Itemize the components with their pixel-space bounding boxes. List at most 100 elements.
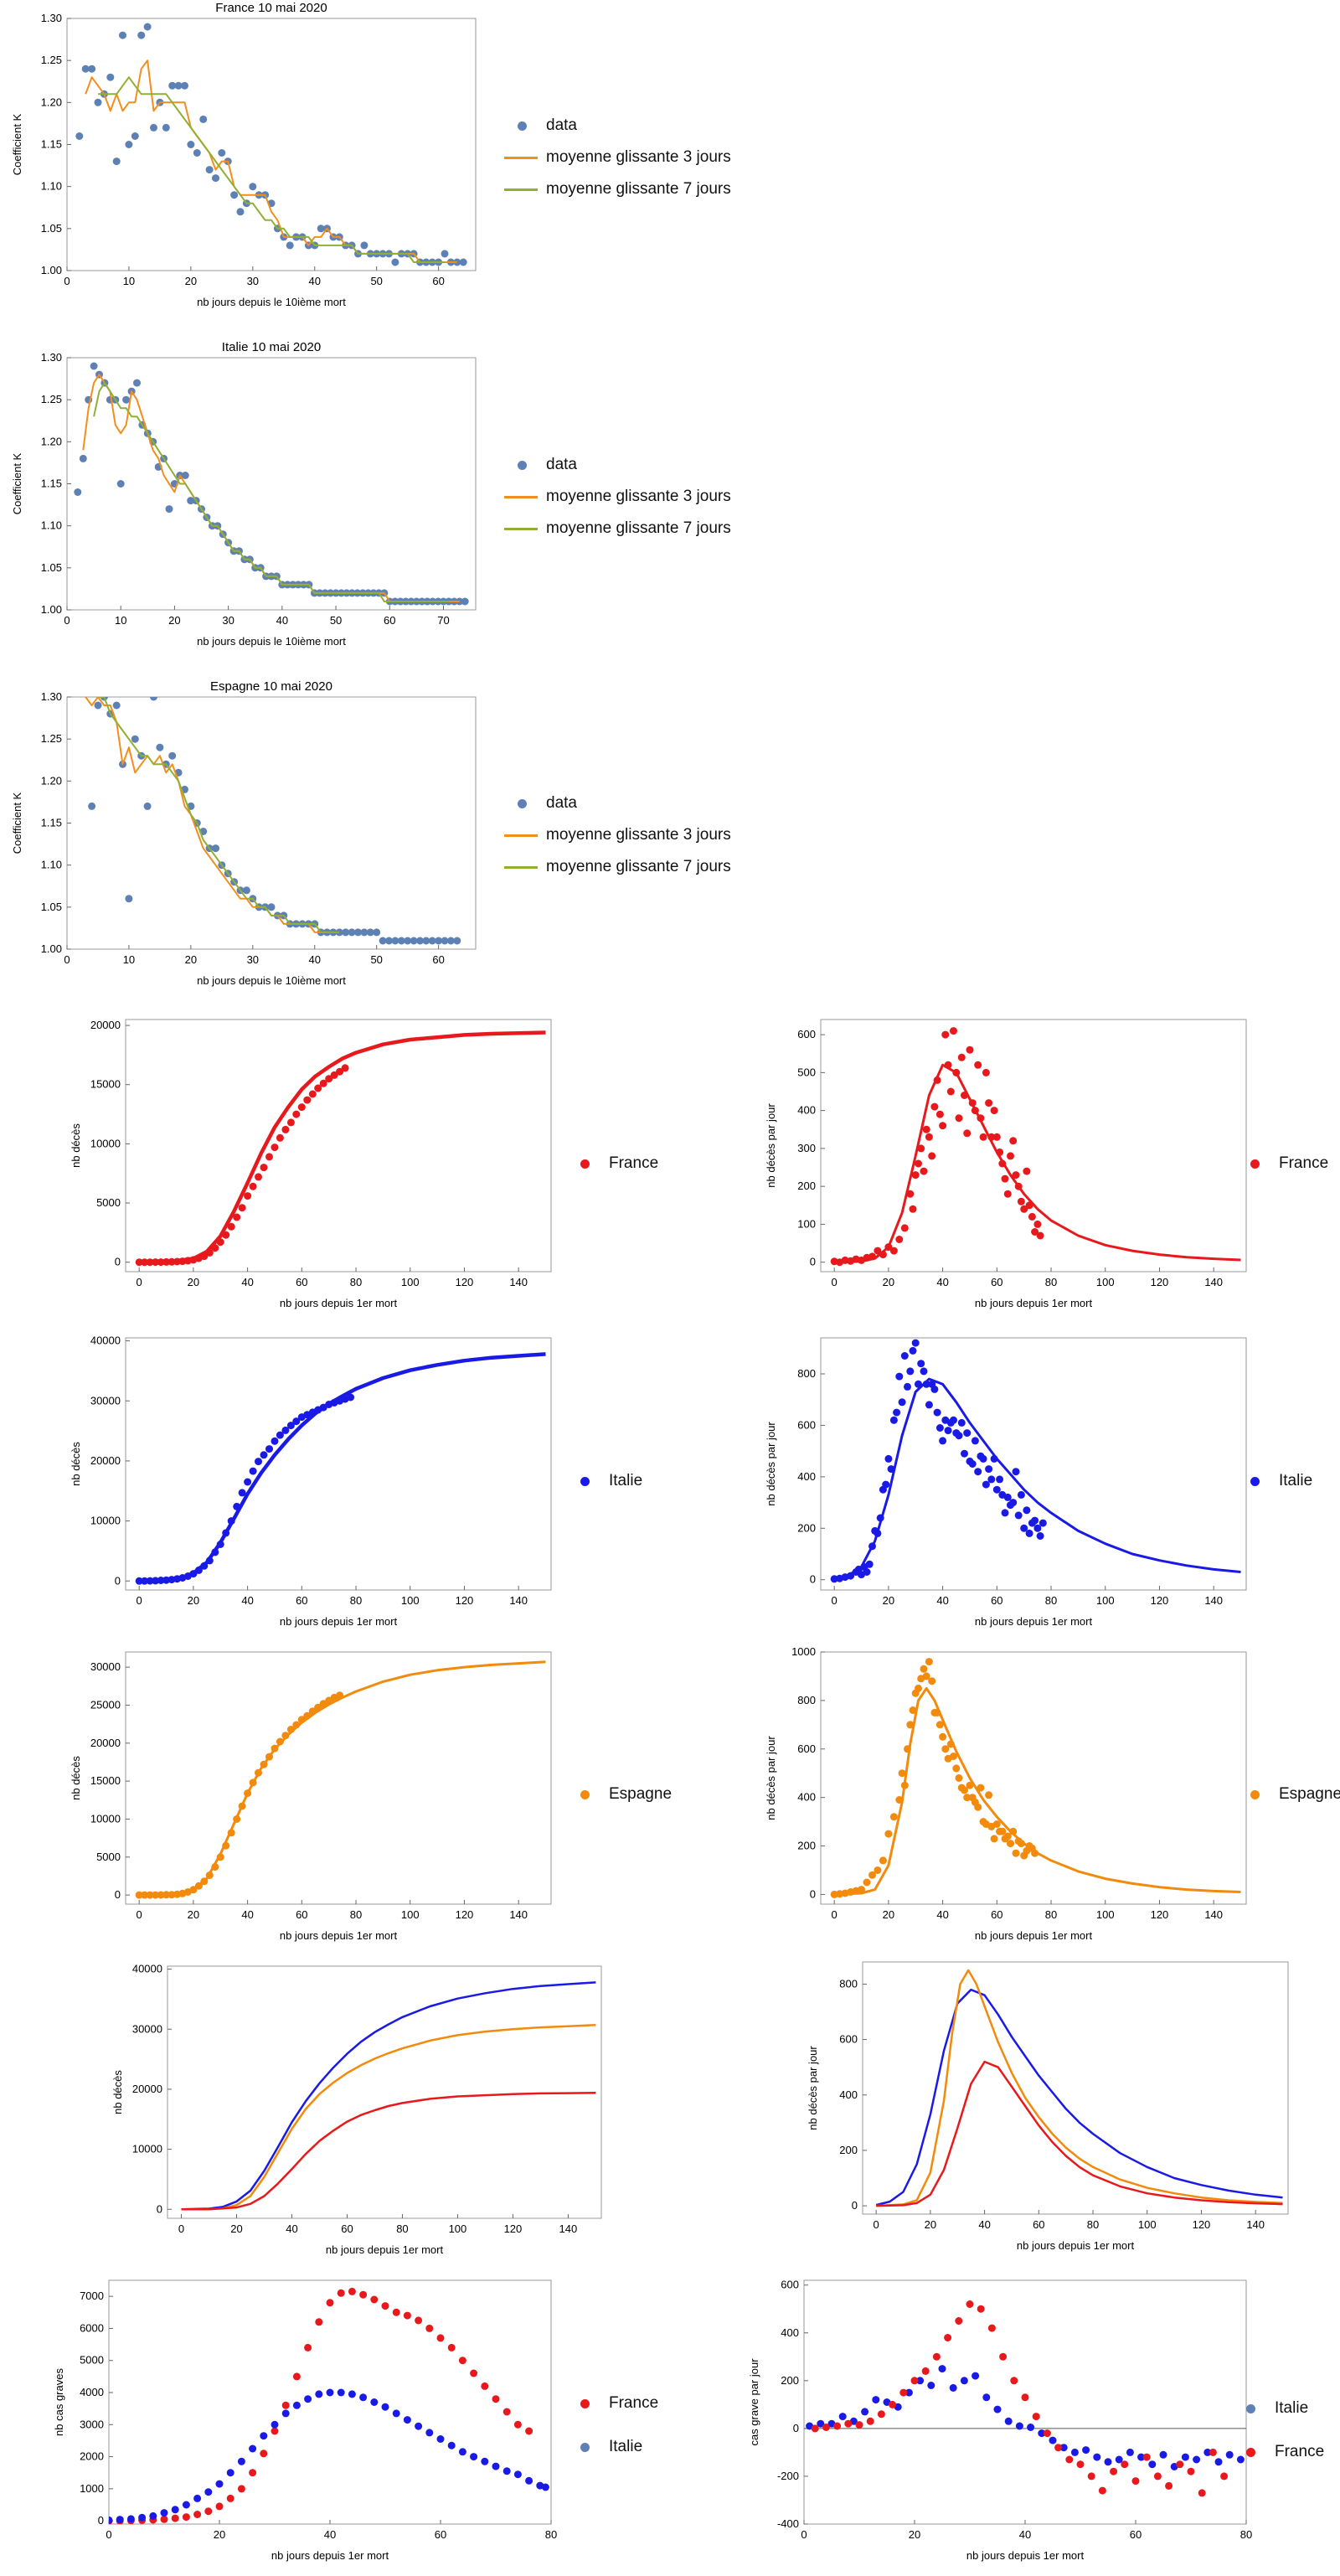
data-point-espagne [281, 1732, 290, 1740]
data-point-france [900, 1224, 909, 1232]
data-point-italie [359, 2393, 368, 2402]
x-tick-label: 120 [456, 1594, 474, 1607]
data-point-italie [1159, 2450, 1167, 2459]
data-point-italie [126, 2515, 135, 2523]
y-tick-label: 600 [797, 1742, 816, 1755]
data-point-france [157, 1258, 165, 1267]
data-point-italie [211, 1548, 219, 1556]
data-point-italie [1115, 2455, 1123, 2464]
x-tick-label: 100 [449, 2222, 467, 2235]
x-tick-label: 50 [370, 953, 382, 966]
data-point-data [168, 81, 177, 90]
legend-item-italie: Italie [1223, 2393, 1324, 2424]
y-tick-label: 800 [839, 1977, 858, 1990]
legend-cas-graves-jour: Italie France [1223, 2393, 1324, 2468]
data-point-france [1021, 2393, 1029, 2402]
orange-line-icon [504, 496, 538, 498]
data-point-espagne [895, 1796, 904, 1804]
data-point-data [193, 149, 201, 157]
plot-frame [125, 1337, 552, 1591]
x-tick-label: 0 [64, 953, 70, 966]
y-tick-label: 400 [797, 1791, 816, 1804]
data-point-france [204, 2507, 213, 2516]
data-point-data [446, 937, 455, 945]
data-point-italie [157, 1577, 165, 1584]
data-point-italie [1014, 1511, 1023, 1520]
data-point-data [459, 258, 467, 266]
y-tick-label: 1000 [80, 2482, 104, 2495]
data-point-italie [1126, 2448, 1134, 2456]
x-tick-label: 40 [1019, 2528, 1031, 2541]
data-point-france [348, 2287, 356, 2295]
data-point-data [150, 123, 157, 132]
x-tick-label: 20 [925, 2218, 936, 2231]
x-tick-label: 100 [401, 1908, 420, 1921]
data-point-espagne [990, 1835, 998, 1843]
x-tick-label: 50 [330, 614, 342, 627]
y-tick-label: 0 [115, 1256, 121, 1268]
data-point-espagne [286, 1726, 295, 1733]
x-tick-label: 100 [1138, 2218, 1157, 2231]
data-point-france [1028, 1212, 1036, 1221]
data-point-france [963, 1129, 972, 1138]
x-tick-label: 40 [309, 953, 321, 966]
data-point-italie [1027, 2424, 1035, 2431]
legend-item-mean7: moyenne glissante 7 jours [494, 173, 731, 205]
y-tick-label: 400 [781, 2326, 799, 2339]
x-tick-label: 100 [1096, 1276, 1115, 1288]
data-point-data [441, 937, 449, 945]
data-point-italie [884, 1454, 893, 1463]
data-point-italie [1003, 1493, 1012, 1501]
data-point-italie [865, 1560, 874, 1568]
data-point-italie [933, 1408, 941, 1417]
y-tick-label: 0 [810, 1887, 816, 1900]
data-point-data [379, 937, 387, 945]
data-point-france [1020, 1205, 1028, 1213]
data-point-espagne [303, 1711, 312, 1720]
data-point-italie [502, 2467, 511, 2475]
y-tick-label: 100 [797, 1217, 816, 1230]
legend-deces-france: France [557, 1148, 658, 1180]
data-point-france [968, 1099, 977, 1107]
data-point-espagne [928, 1677, 936, 1685]
data-point-italie [286, 1422, 295, 1430]
data-point-italie [265, 1445, 273, 1453]
data-point-data [242, 886, 250, 895]
series-line-fit [139, 1030, 546, 1264]
data-point-espagne [168, 1891, 176, 1899]
data-point-france [915, 1159, 922, 1168]
data-point-italie [260, 2432, 268, 2440]
data-point-data [131, 132, 139, 140]
data-point-espagne [884, 1830, 893, 1838]
data-point-france [1010, 2377, 1018, 2385]
data-point-espagne [152, 1891, 160, 1899]
green-line-icon [504, 866, 538, 869]
data-point-italie [900, 1352, 909, 1360]
x-tick-label: 60 [296, 1908, 307, 1921]
plot-area [830, 1658, 1241, 1898]
data-point-italie [935, 1424, 944, 1432]
data-point-france [436, 2334, 445, 2342]
y-tick-label: 20000 [90, 1454, 121, 1467]
y-tick-label: 0 [810, 1573, 816, 1586]
data-point-espagne [205, 1871, 214, 1879]
data-point-espagne [1009, 1827, 1018, 1835]
data-point-espagne [244, 1789, 252, 1798]
data-point-data [249, 183, 257, 191]
data-point-france [244, 1192, 252, 1200]
data-point-france [921, 2367, 930, 2375]
x-tick-label: 60 [432, 275, 444, 287]
data-point-espagne [276, 1737, 284, 1746]
data-point-espagne [950, 1753, 957, 1760]
legend-deces-italie: Italie [557, 1465, 642, 1497]
x-tick-label: 0 [137, 1276, 142, 1288]
data-point-italie [939, 1437, 947, 1445]
data-point-italie [898, 1398, 906, 1407]
data-point-france [952, 1068, 961, 1076]
data-point-espagne [227, 1829, 235, 1837]
data-point-france [946, 1087, 955, 1096]
data-point-data [162, 123, 170, 132]
data-point-france [1031, 1228, 1039, 1236]
data-point-italie [149, 2511, 157, 2520]
data-point-espagne [292, 1721, 301, 1729]
